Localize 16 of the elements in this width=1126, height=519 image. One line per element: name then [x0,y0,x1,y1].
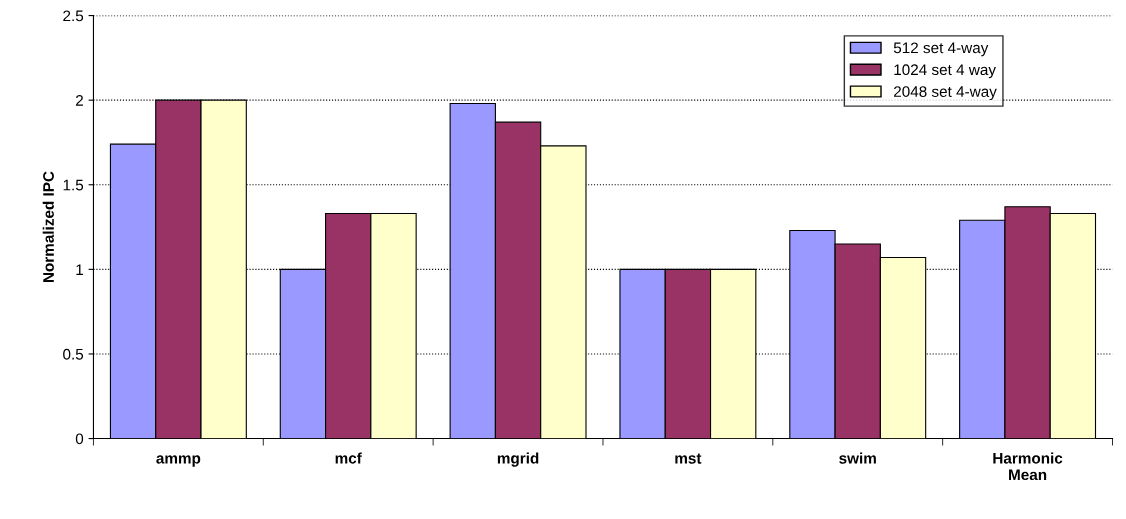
legend-label: 1024 set 4 way [894,64,996,79]
y-tick-label: 2.5 [63,10,84,22]
x-tick-label: mcf [335,452,362,464]
legend-label: 2048 set 4-way [894,86,997,101]
x-tick-label: mst [675,453,702,464]
x-tick-label: mgrid [497,452,539,467]
y-axis-title: Normalized IPC [42,171,54,283]
x-tick-label: Harmonic Mean [993,452,1063,481]
y-tick-label: 0 [75,433,84,445]
y-tick-label: 0.5 [63,348,84,360]
y-tick-label: 2 [76,95,83,106]
x-tick-label: ammp [156,455,201,467]
y-tick-label: 1.5 [63,179,84,191]
y-tick-label: 1 [76,264,83,275]
x-tick-label: swim [839,452,876,464]
legend-label: 512 set 4-way [893,42,989,57]
